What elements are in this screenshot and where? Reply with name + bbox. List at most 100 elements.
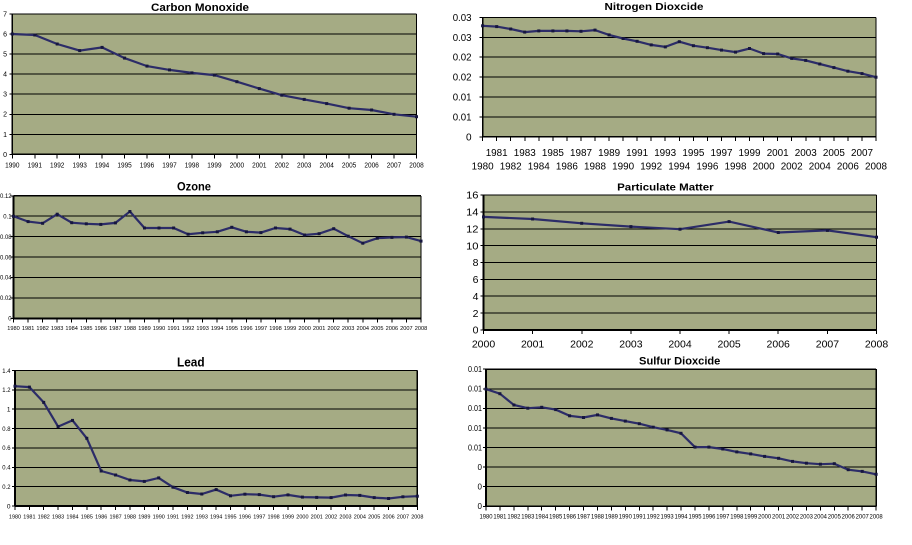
- svg-text:1999: 1999: [282, 514, 294, 520]
- svg-text:1992: 1992: [182, 326, 195, 332]
- svg-text:2004: 2004: [354, 514, 367, 520]
- svg-text:1993: 1993: [196, 326, 209, 332]
- svg-text:0.02: 0.02: [0, 296, 12, 302]
- svg-text:1988: 1988: [124, 326, 137, 332]
- svg-text:1989: 1989: [598, 148, 620, 159]
- svg-text:2008: 2008: [870, 513, 884, 520]
- svg-text:2005: 2005: [368, 514, 380, 520]
- svg-text:1998: 1998: [725, 162, 747, 173]
- svg-text:1990: 1990: [612, 162, 634, 173]
- svg-text:0.8: 0.8: [2, 426, 11, 433]
- svg-text:2000: 2000: [753, 162, 775, 173]
- svg-text:1999: 1999: [744, 513, 758, 520]
- svg-text:1993: 1993: [73, 162, 87, 169]
- svg-text:2007: 2007: [856, 513, 870, 520]
- svg-text:1990: 1990: [5, 162, 19, 169]
- svg-text:1996: 1996: [240, 326, 253, 332]
- svg-text:1988: 1988: [584, 162, 606, 173]
- svg-text:1990: 1990: [153, 514, 165, 520]
- svg-text:1980: 1980: [7, 326, 20, 332]
- svg-text:1991: 1991: [167, 326, 180, 332]
- svg-text:0.01: 0.01: [468, 404, 482, 413]
- svg-text:2: 2: [3, 112, 7, 119]
- svg-text:16: 16: [466, 190, 479, 202]
- svg-text:1989: 1989: [605, 513, 619, 520]
- svg-text:1983: 1983: [51, 326, 64, 332]
- svg-text:1980: 1980: [472, 162, 494, 173]
- svg-text:0.12: 0.12: [0, 194, 12, 200]
- svg-text:1991: 1991: [626, 148, 648, 159]
- svg-text:1995: 1995: [226, 326, 239, 332]
- svg-text:1983: 1983: [514, 148, 536, 159]
- svg-text:2001: 2001: [311, 514, 323, 520]
- svg-text:2008: 2008: [865, 162, 887, 173]
- svg-text:2002: 2002: [327, 326, 340, 332]
- svg-text:1982: 1982: [38, 514, 50, 520]
- svg-text:1999: 1999: [284, 326, 297, 332]
- svg-text:1993: 1993: [196, 514, 208, 520]
- svg-text:8: 8: [473, 257, 479, 269]
- svg-text:1997: 1997: [162, 162, 176, 169]
- svg-text:2005: 2005: [371, 326, 384, 332]
- svg-text:1999: 1999: [739, 148, 761, 159]
- svg-text:1996: 1996: [239, 514, 251, 520]
- svg-text:1.4: 1.4: [2, 368, 11, 375]
- svg-text:2003: 2003: [297, 162, 311, 169]
- svg-text:2006: 2006: [837, 162, 859, 173]
- svg-text:2002: 2002: [275, 162, 289, 169]
- svg-text:Ozone: Ozone: [177, 182, 211, 194]
- svg-text:1995: 1995: [682, 148, 704, 159]
- svg-text:1: 1: [7, 406, 11, 413]
- svg-text:2: 2: [473, 308, 479, 320]
- svg-text:1984: 1984: [535, 513, 549, 520]
- svg-text:1990: 1990: [619, 513, 633, 520]
- svg-text:1999: 1999: [207, 162, 221, 169]
- svg-text:7: 7: [3, 11, 7, 18]
- svg-text:0: 0: [7, 503, 11, 510]
- svg-text:1987: 1987: [577, 513, 591, 520]
- svg-text:2006: 2006: [767, 339, 790, 351]
- svg-text:2000: 2000: [230, 162, 244, 169]
- svg-text:2007: 2007: [400, 326, 413, 332]
- svg-text:0.6: 0.6: [2, 445, 11, 452]
- svg-text:0.02: 0.02: [453, 53, 472, 64]
- svg-text:6: 6: [473, 274, 479, 286]
- svg-text:2007: 2007: [397, 514, 409, 520]
- svg-text:1987: 1987: [109, 326, 122, 332]
- svg-text:2004: 2004: [357, 326, 370, 332]
- svg-text:1990: 1990: [153, 326, 166, 332]
- svg-text:2003: 2003: [342, 326, 355, 332]
- svg-text:10: 10: [466, 240, 479, 252]
- svg-text:2004: 2004: [809, 162, 831, 173]
- svg-text:2002: 2002: [570, 339, 593, 351]
- svg-text:5: 5: [3, 51, 7, 58]
- svg-text:1988: 1988: [591, 513, 605, 520]
- svg-text:1995: 1995: [688, 513, 702, 520]
- svg-text:4: 4: [3, 72, 7, 79]
- svg-text:2003: 2003: [339, 514, 351, 520]
- svg-text:2000: 2000: [758, 513, 772, 520]
- svg-text:14: 14: [466, 207, 479, 219]
- svg-text:Lead: Lead: [177, 355, 205, 370]
- svg-text:2001: 2001: [252, 162, 266, 169]
- svg-text:2006: 2006: [386, 326, 399, 332]
- svg-text:2004: 2004: [320, 162, 334, 169]
- svg-text:2001: 2001: [313, 326, 326, 332]
- svg-text:1982: 1982: [507, 513, 521, 520]
- svg-text:0: 0: [466, 132, 472, 143]
- svg-text:1996: 1996: [696, 162, 718, 173]
- svg-text:1991: 1991: [28, 162, 42, 169]
- svg-text:1982: 1982: [500, 162, 522, 173]
- svg-text:1984: 1984: [65, 326, 78, 332]
- svg-text:1992: 1992: [640, 162, 662, 173]
- svg-text:2007: 2007: [816, 339, 839, 351]
- svg-text:1997: 1997: [255, 326, 268, 332]
- svg-text:1992: 1992: [647, 513, 661, 520]
- svg-text:0: 0: [473, 325, 479, 337]
- svg-text:1982: 1982: [36, 326, 49, 332]
- svg-text:1985: 1985: [542, 148, 564, 159]
- svg-text:1994: 1994: [674, 513, 688, 520]
- svg-text:0.03: 0.03: [453, 13, 472, 24]
- svg-text:1993: 1993: [661, 513, 675, 520]
- svg-text:2003: 2003: [795, 148, 817, 159]
